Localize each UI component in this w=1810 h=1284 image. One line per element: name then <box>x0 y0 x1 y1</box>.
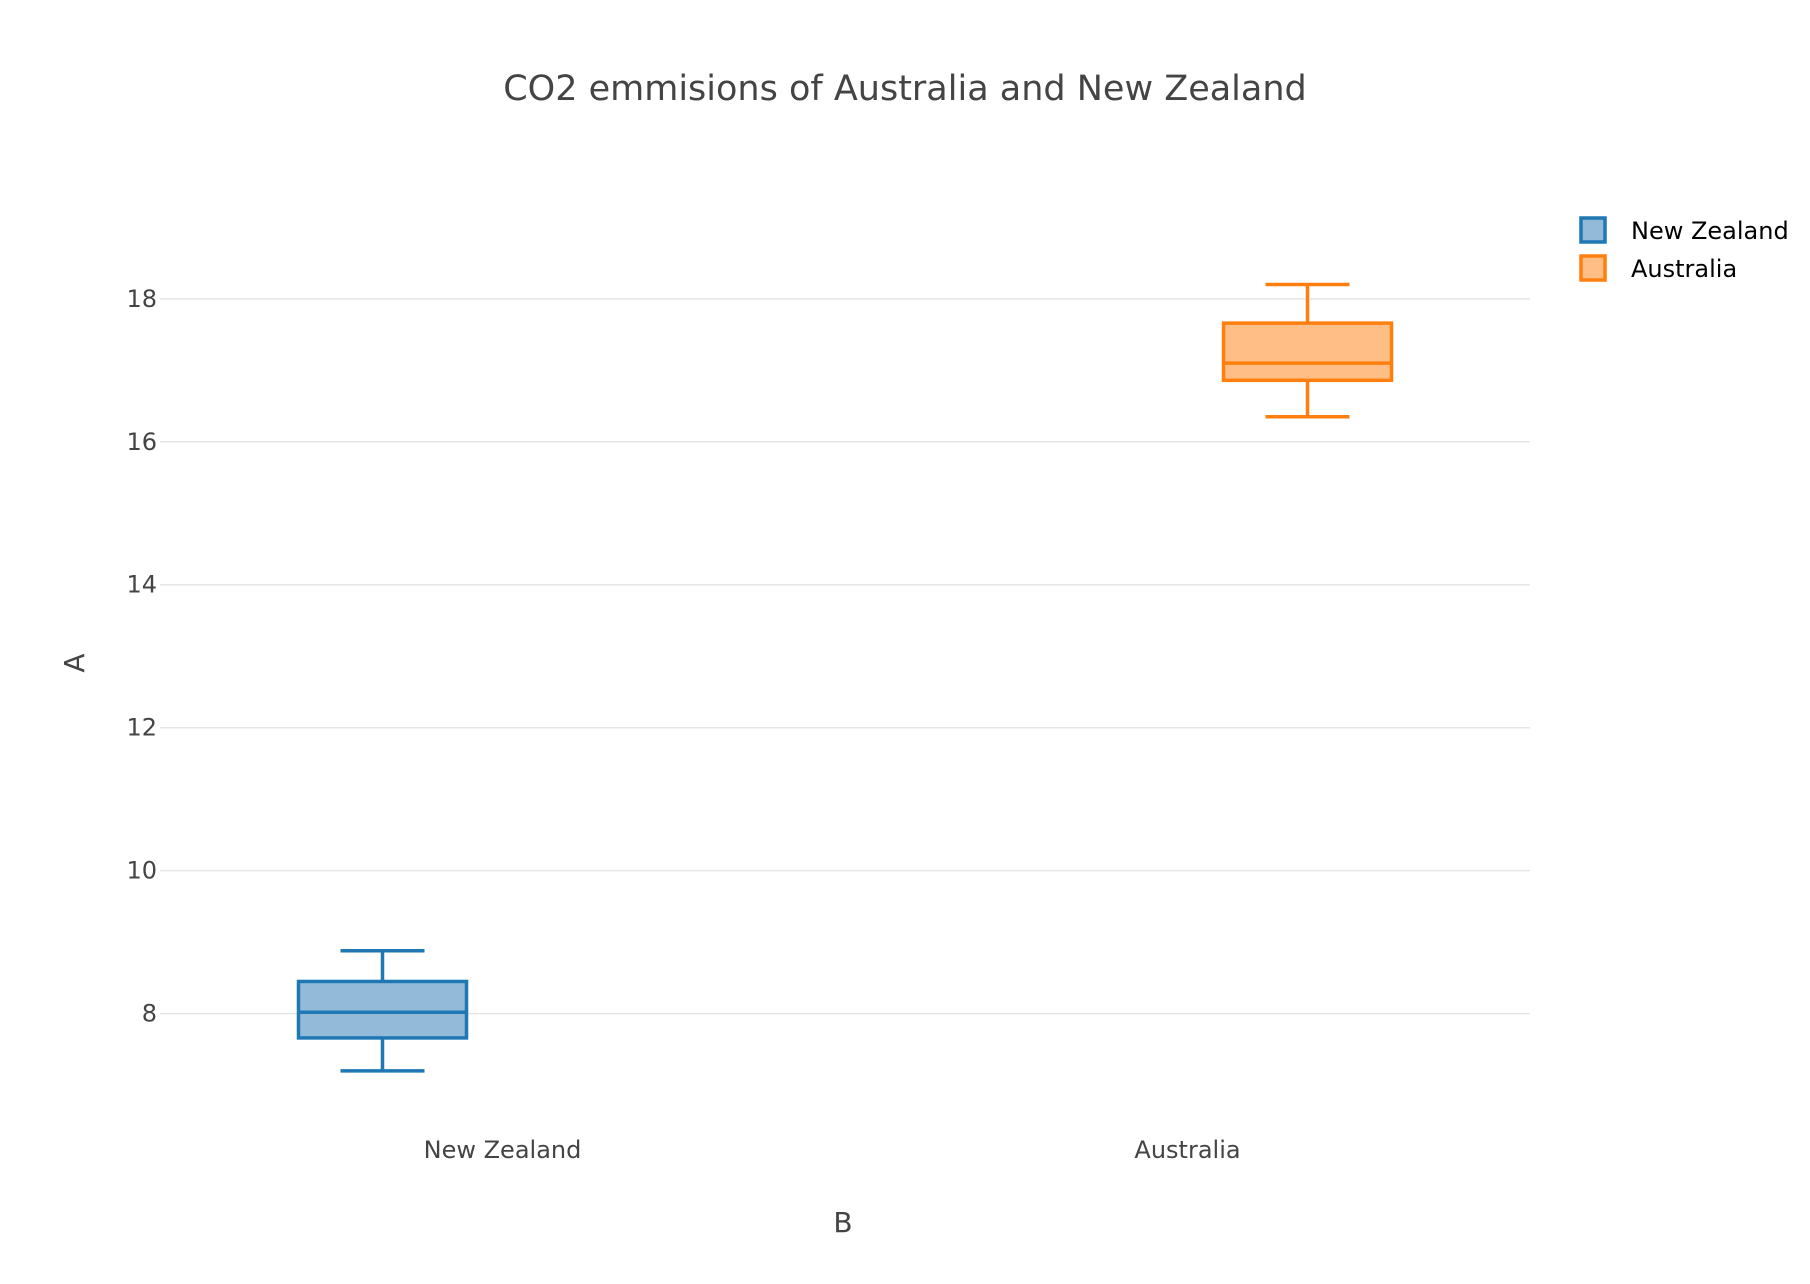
y-tick-label: 10 <box>126 857 157 885</box>
y-tick-label: 12 <box>126 714 157 742</box>
legend-swatch <box>1579 254 1607 282</box>
legend-item-new-zealand[interactable]: New Zealand <box>1579 216 1789 245</box>
y-axis-title: A <box>58 653 91 672</box>
grid-lines <box>160 298 1530 1015</box>
box-traces <box>296 282 1394 1073</box>
x-axis-ticks: New Zealand Australia <box>424 1136 1241 1164</box>
chart-title: CO2 emmisions of Australia and New Zeala… <box>503 69 1307 109</box>
box-australia <box>1221 282 1394 419</box>
x-axis-title: B <box>833 1206 852 1239</box>
iqr-box <box>296 979 469 1040</box>
box-new-zealand <box>296 948 469 1073</box>
y-tick-label: 14 <box>126 571 157 599</box>
y-tick-label: 16 <box>126 428 157 456</box>
legend-swatch <box>1579 216 1607 244</box>
y-tick-label: 8 <box>142 1000 157 1028</box>
y-tick-label: 18 <box>126 285 157 313</box>
iqr-box <box>1221 321 1394 383</box>
legend-label: New Zealand <box>1631 217 1789 245</box>
x-tick-label: Australia <box>1134 1136 1240 1164</box>
legend[interactable]: New Zealand Australia <box>1579 216 1789 283</box>
legend-item-australia[interactable]: Australia <box>1579 254 1737 283</box>
legend-label: Australia <box>1631 255 1737 283</box>
y-axis-ticks: 8 10 12 14 16 18 <box>126 285 157 1028</box>
x-tick-label: New Zealand <box>424 1136 582 1164</box>
